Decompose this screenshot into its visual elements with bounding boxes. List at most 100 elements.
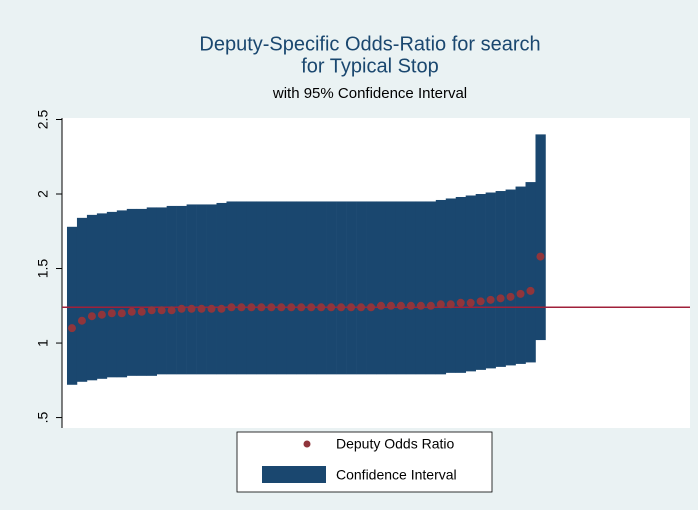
chart-subtitle: with 95% Confidence Interval [272, 85, 467, 102]
ci-bar [136, 208, 148, 376]
odds-ratio-point [436, 300, 445, 309]
odds-ratio-point [297, 303, 306, 312]
odds-ratio-point [307, 303, 316, 312]
ci-bar [226, 201, 237, 375]
ci-bar [206, 204, 217, 375]
ci-bar [256, 201, 267, 375]
odds-ratio-point [67, 324, 76, 333]
ci-bar [385, 201, 397, 375]
ci-bar [376, 201, 387, 375]
ci-bar [156, 207, 167, 375]
odds-ratio-point [416, 301, 425, 310]
ci-bar [306, 201, 317, 375]
odds-ratio-point [167, 306, 176, 315]
odds-ratio-point [137, 307, 146, 316]
chart-title: Deputy-Specific Odds-Ratio for search [199, 33, 540, 55]
ci-bar [366, 201, 377, 375]
odds-ratio-point [207, 304, 216, 313]
ci-bar [395, 201, 407, 375]
ci-bar [96, 213, 108, 379]
legend-swatch [262, 466, 326, 483]
odds-ratio-point [247, 303, 256, 312]
odds-ratio-point [237, 303, 246, 312]
ci-bar [86, 214, 98, 381]
y-tick-label: 1 [35, 339, 51, 347]
odds-ratio-point [187, 304, 196, 313]
odds-ratio-point [77, 316, 86, 325]
odds-ratio-point [177, 304, 186, 313]
odds-ratio-point [287, 303, 296, 312]
odds-ratio-point [317, 303, 326, 312]
legend-label: Confidence Interval [336, 467, 457, 483]
odds-ratio-point [147, 306, 156, 315]
ci-bar [296, 201, 307, 375]
ci-bar [236, 201, 247, 375]
legend: Deputy Odds Ratio Confidence Interval [236, 431, 493, 493]
odds-ratio-point [536, 252, 545, 261]
odds-ratio-point [87, 312, 96, 321]
ci-bar [286, 201, 297, 375]
odds-ratio-point [386, 301, 395, 310]
ci-bar [176, 205, 187, 375]
odds-ratio-point [257, 303, 266, 312]
odds-ratio-point [157, 306, 166, 315]
ci-bar [146, 207, 157, 376]
odds-ratio-point [267, 303, 276, 312]
ci-bar [505, 189, 516, 366]
ci-bar [336, 201, 347, 375]
odds-ratio-point [217, 304, 226, 313]
ci-bar [216, 202, 227, 375]
ci-bar [495, 191, 506, 367]
odds-ratio-point [347, 303, 356, 312]
odds-ratio-point [107, 309, 116, 318]
odds-ratio-point [327, 303, 336, 312]
ci-bar [415, 201, 427, 375]
legend-marker [303, 440, 311, 448]
odds-ratio-point [97, 310, 106, 319]
ci-bar [106, 211, 118, 378]
ci-bar [435, 199, 447, 375]
odds-ratio-point [456, 298, 465, 307]
odds-ratio-point [117, 309, 126, 318]
odds-ratio-point [277, 303, 286, 312]
odds-ratio-point [396, 301, 405, 310]
ci-bar [126, 208, 138, 376]
ci-bar [515, 186, 526, 364]
odds-ratio-point [426, 301, 435, 310]
odds-ratio-point [406, 301, 415, 310]
ci-bar [475, 194, 486, 370]
ci-bar [276, 201, 287, 375]
ci-bar [196, 204, 207, 375]
odds-ratio-point [127, 307, 136, 316]
odds-ratio-point [516, 289, 525, 298]
ci-bar [405, 201, 417, 375]
odds-ratio-point [476, 297, 485, 306]
chart-title: for Typical Stop [301, 55, 438, 77]
ci-bar [76, 217, 88, 382]
ci-bar [66, 226, 78, 385]
ci-bar [455, 196, 467, 373]
odds-ratio-point [197, 304, 206, 313]
ci-bar [425, 201, 437, 375]
odds-ratio-point [496, 294, 505, 303]
ci-bar [316, 201, 327, 375]
odds-ratio-point [376, 301, 385, 310]
ci-bar [246, 201, 257, 375]
y-tick-label: .5 [35, 412, 51, 424]
odds-ratio-point [337, 303, 346, 312]
ci-bar [535, 134, 546, 341]
y-tick-label: 2 [35, 190, 51, 198]
legend-label: Deputy Odds Ratio [336, 436, 454, 452]
ci-bar [326, 201, 337, 375]
ci-bar [465, 195, 476, 372]
odds-ratio-point [357, 303, 366, 312]
odds-ratio-point [526, 286, 535, 295]
odds-ratio-point [446, 300, 455, 309]
odds-ratio-point [227, 303, 236, 312]
ci-bar [166, 205, 177, 375]
ci-bar [186, 204, 197, 375]
y-tick-label: 1.5 [35, 259, 51, 279]
ci-bar [346, 201, 357, 375]
ci-bar [485, 192, 496, 369]
